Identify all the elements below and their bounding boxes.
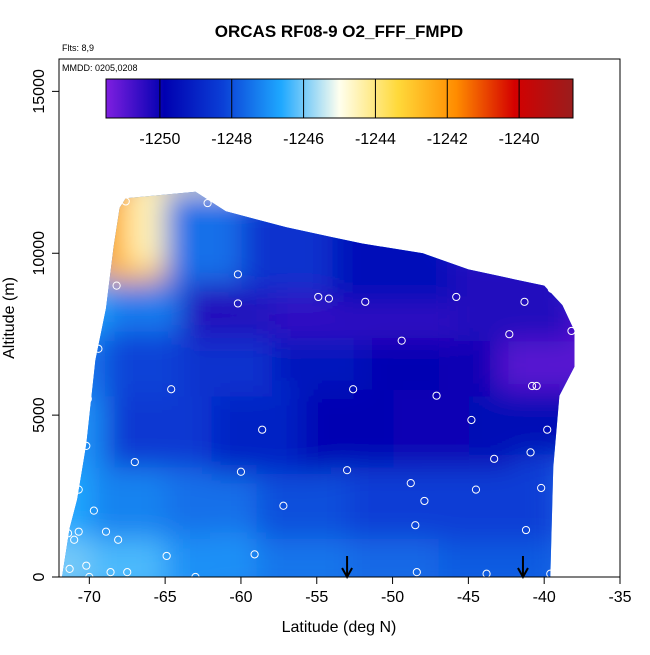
x-axis-label: Latitude (deg N) bbox=[282, 619, 397, 636]
sample-point bbox=[420, 496, 429, 506]
sample-point bbox=[233, 299, 243, 308]
sample-point bbox=[112, 281, 121, 290]
sample-point bbox=[537, 483, 546, 493]
sample-point bbox=[74, 485, 83, 494]
sample-point bbox=[94, 344, 103, 353]
x-axis: -70 -65 -60 -55 -50 -45 -40 -35 bbox=[78, 577, 632, 606]
colorbar-tick-label: -1244 bbox=[355, 131, 396, 148]
x-tick-label: -65 bbox=[154, 589, 177, 606]
sample-point bbox=[236, 467, 246, 476]
x-tick-label: -60 bbox=[229, 589, 252, 606]
sample-point bbox=[547, 284, 556, 293]
sample-point bbox=[89, 506, 98, 515]
y-tick-label: 0 bbox=[31, 572, 48, 581]
sample-point bbox=[162, 551, 171, 561]
y-axis: 0 5000 10000 15000 bbox=[31, 69, 59, 581]
sample-point bbox=[233, 270, 243, 279]
sample-point bbox=[361, 297, 370, 306]
y-axis-label: Altitude (m) bbox=[1, 277, 18, 359]
sample-point bbox=[505, 330, 514, 339]
sample-point bbox=[349, 385, 358, 394]
sample-point bbox=[101, 527, 111, 536]
sample-point bbox=[83, 394, 92, 404]
sample-point bbox=[490, 454, 499, 463]
sample-point bbox=[70, 535, 79, 544]
chart-title: ORCAS RF08-9 O2_FFF_FMPD bbox=[215, 22, 463, 41]
sample-point bbox=[527, 381, 537, 391]
x-tick-label: -45 bbox=[457, 589, 480, 606]
flights-annotation: Flts: 8,9 bbox=[62, 43, 94, 53]
sample-point bbox=[406, 479, 415, 488]
x-tick-label: -70 bbox=[78, 589, 101, 606]
colorbar-tick-label: -1250 bbox=[139, 131, 180, 148]
sample-point bbox=[567, 326, 576, 336]
sample-point bbox=[130, 457, 139, 467]
y-tick-label: 5000 bbox=[31, 397, 48, 433]
mmdd-annotation: MMDD: 0205,0208 bbox=[62, 63, 138, 73]
x-tick-label: -55 bbox=[305, 589, 328, 606]
x-tick-label: -40 bbox=[533, 589, 556, 606]
colorbar-tick-label: -1242 bbox=[427, 131, 468, 148]
sample-point bbox=[432, 391, 441, 400]
colorbar: -1250 -1248 -1246 -1244 -1242 -1240 bbox=[105, 78, 574, 148]
sample-point bbox=[63, 529, 73, 538]
sample-point bbox=[74, 527, 83, 536]
y-tick-label: 15000 bbox=[31, 69, 48, 114]
sample-point bbox=[114, 535, 123, 544]
sample-point bbox=[106, 568, 115, 577]
sample-point bbox=[314, 292, 323, 302]
field-cell bbox=[332, 213, 453, 306]
colorbar-gradient bbox=[105, 78, 574, 119]
sample-point bbox=[250, 550, 259, 559]
sample-point bbox=[121, 197, 130, 206]
sample-point bbox=[521, 525, 531, 535]
sample-point bbox=[167, 385, 176, 394]
sample-point bbox=[258, 425, 267, 434]
colorbar-tick-label: -1246 bbox=[283, 131, 324, 148]
sample-point bbox=[324, 294, 333, 303]
sample-point bbox=[543, 425, 552, 434]
sample-point bbox=[526, 448, 535, 457]
sample-point bbox=[203, 198, 212, 208]
sample-point bbox=[471, 485, 481, 494]
sample-point bbox=[532, 381, 541, 391]
sample-point bbox=[467, 415, 476, 425]
sample-point bbox=[123, 568, 132, 577]
sample-point bbox=[397, 336, 406, 345]
y-tick-label: 10000 bbox=[31, 231, 48, 276]
x-tick-label: -35 bbox=[608, 589, 631, 606]
sample-point bbox=[279, 501, 288, 510]
sample-point bbox=[412, 568, 421, 577]
sample-point bbox=[82, 441, 91, 450]
x-tick-label: -50 bbox=[381, 589, 404, 606]
sample-point bbox=[65, 564, 74, 574]
sample-point bbox=[411, 521, 420, 530]
sample-point bbox=[452, 292, 461, 302]
colorbar-tick-label: -1240 bbox=[499, 131, 540, 148]
sample-point bbox=[342, 466, 352, 475]
plot-frame bbox=[58, 58, 621, 578]
sample-point bbox=[82, 561, 91, 570]
sample-point bbox=[520, 297, 529, 306]
field-cell bbox=[453, 249, 574, 342]
colorbar-tick-label: -1248 bbox=[211, 131, 252, 148]
